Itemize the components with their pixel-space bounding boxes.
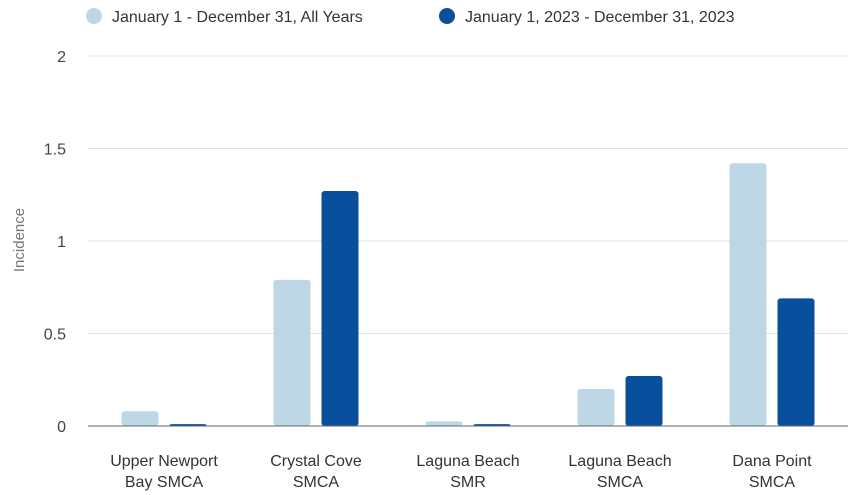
bar-2023[interactable] [625, 376, 663, 426]
legend-label: January 1, 2023 - December 31, 2023 [465, 9, 735, 26]
legend-marker [86, 8, 102, 24]
x-tick-label-line: SMR [450, 474, 486, 491]
legend-item[interactable]: January 1, 2023 - December 31, 2023 [439, 8, 735, 26]
gridlines [88, 55, 848, 334]
x-tick-label-line: Laguna Beach [416, 453, 519, 470]
x-tick-label-line: SMCA [749, 474, 796, 491]
x-tick-label: Dana Point SMCA [732, 453, 812, 491]
y-tick-label: 0 [57, 419, 66, 436]
legend-marker [439, 8, 455, 24]
bar-2023[interactable] [777, 298, 815, 426]
bar-all-years[interactable] [425, 421, 463, 426]
bar-all-years[interactable] [273, 279, 311, 426]
legend-item[interactable]: January 1 - December 31, All Years [86, 8, 363, 26]
legend-label: January 1 - December 31, All Years [112, 9, 363, 26]
y-axis-title: Incidence [11, 208, 28, 272]
x-tick-label-line: Laguna Beach [568, 453, 671, 470]
x-tick-label-line: SMCA [293, 474, 340, 491]
bar-all-years[interactable] [577, 389, 615, 426]
x-tick-label: Crystal Cove SMCA [270, 453, 362, 491]
bar-all-years[interactable] [121, 411, 159, 426]
x-tick-label-line: Upper Newport [110, 453, 218, 470]
x-tick-label-line: Dana Point [732, 453, 812, 470]
y-tick-label: 1 [57, 234, 66, 251]
y-tick-label: 0.5 [44, 327, 66, 344]
bar-all-years[interactable] [729, 163, 767, 427]
y-axis: 0 0.5 1 1.5 2 [44, 49, 66, 436]
x-tick-label: Laguna Beach SMR [416, 453, 519, 491]
x-tick-label: Upper Newport Bay SMCA [110, 453, 218, 491]
x-tick-label-line: Bay SMCA [125, 474, 204, 491]
x-tick-label: Laguna Beach SMCA [568, 453, 671, 491]
x-tick-label-line: Crystal Cove [270, 453, 362, 470]
y-tick-label: 2 [57, 49, 66, 66]
x-tick-label-line: SMCA [597, 474, 644, 491]
legend: January 1 - December 31, All Years Januar… [86, 8, 735, 26]
bar-2023[interactable] [321, 191, 359, 426]
bars [121, 163, 815, 427]
y-tick-label: 1.5 [44, 142, 66, 159]
